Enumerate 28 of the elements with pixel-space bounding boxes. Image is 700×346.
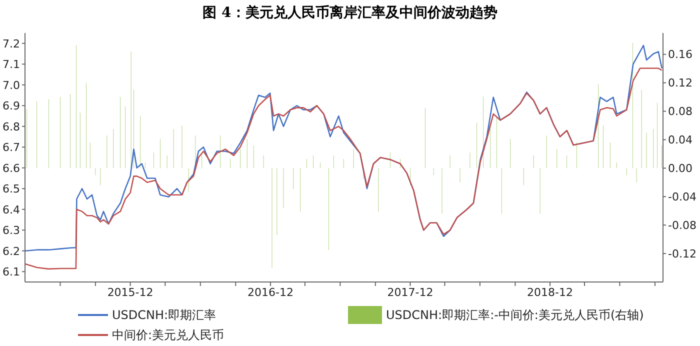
- chart-title: 图 4：美元兑人民币离岸汇率及中间价波动趋势: [202, 4, 498, 22]
- y-tick-label: 6.4: [2, 203, 20, 216]
- legend-label: 中间价:美元兑人民币: [112, 326, 224, 344]
- y2-tick-label: -0.04: [668, 190, 696, 204]
- y-tick-label: 7.0: [2, 78, 20, 92]
- y-tick-label: 6.1: [2, 266, 20, 279]
- y-tick-label: 6.9: [2, 100, 20, 113]
- y2-tick-label: 0.16: [668, 48, 692, 62]
- y-tick-label: 6.6: [2, 162, 20, 175]
- y-tick-label: 7.2: [2, 37, 20, 50]
- y2-tick-label: -0.12: [668, 247, 696, 260]
- legend-label: USDCNH:即期汇率: [112, 306, 216, 324]
- y-tick-label: 6.3: [2, 224, 20, 238]
- y-tick-label: 6.2: [2, 244, 20, 258]
- y2-tick-label: 0.12: [668, 76, 692, 90]
- y-tick-label: 6.8: [2, 120, 20, 134]
- x-tick-label: 2017-12: [387, 286, 434, 299]
- y2-tick-label: 0.08: [668, 105, 692, 118]
- legend-label: USDCNH:即期汇率:-中间价:美元兑人民币(右轴): [386, 306, 644, 324]
- x-tick-label: 2016-12: [247, 286, 294, 299]
- x-tick-label: 2018-12: [527, 286, 574, 299]
- y2-tick-label: -0.08: [668, 218, 696, 232]
- y-tick-label: 6.5: [2, 182, 20, 196]
- x-tick-label: 2015-12: [107, 286, 154, 299]
- y2-tick-label: 0.00: [668, 162, 692, 176]
- y2-tick-label: 0.04: [668, 134, 692, 147]
- y-tick-label: 7.1: [2, 58, 20, 72]
- y-tick-label: 6.7: [2, 141, 20, 154]
